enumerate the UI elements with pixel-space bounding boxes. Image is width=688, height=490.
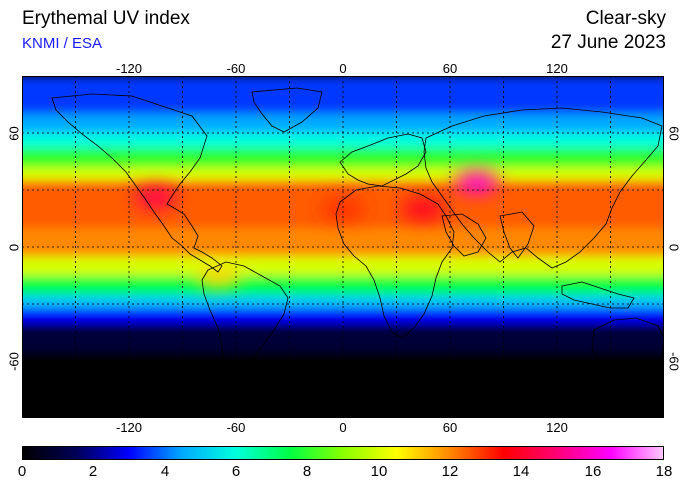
lat-tick-left: 60 [6, 126, 22, 141]
sky-condition: Clear-sky [585, 8, 666, 29]
lon-tick-bottom: 60 [442, 420, 458, 435]
coastline-north-america [51, 93, 223, 273]
coastline-europe [339, 133, 427, 187]
uv-band [22, 167, 664, 182]
colorbar-tick: 14 [512, 463, 530, 480]
uv-hotspot-tibetan-plateau [454, 171, 499, 194]
graticule [22, 76, 664, 418]
lon-tick-bottom: -120 [115, 420, 143, 435]
colorbar-gradient [22, 446, 664, 460]
colorbar-tick: 2 [88, 463, 98, 480]
colorbar-tick: 16 [584, 463, 602, 480]
coastline-arabia [441, 213, 487, 257]
colorbar-tick: 0 [17, 463, 27, 480]
lat-tick-left: 0 [6, 243, 22, 252]
colorbar [22, 446, 664, 460]
map-date: 27 June 2023 [550, 32, 666, 53]
colorbar-tick: 18 [655, 463, 673, 480]
colorbar-tick: 12 [441, 463, 459, 480]
lon-tick-top: -60 [226, 61, 246, 76]
lon-tick-top: 0 [339, 61, 347, 76]
lon-tick-bottom: 0 [339, 420, 347, 435]
uv-index-map [22, 76, 664, 418]
uv-band [22, 148, 664, 169]
coastline-south-america [201, 261, 289, 395]
map-title: Erythemal UV index [22, 8, 190, 29]
uv-hotspot-arabia [401, 198, 446, 220]
coastline-asia [423, 107, 663, 269]
colorbar-frame [22, 446, 664, 460]
colorbar-tick: 8 [302, 463, 312, 480]
lon-tick-top: -120 [115, 61, 143, 76]
colorbar-tick: 4 [160, 463, 170, 480]
lon-tick-bottom: 120 [546, 420, 568, 435]
lat-tick-right: -60 [666, 352, 682, 371]
lat-tick-right: 0 [666, 243, 682, 252]
uv-hotspot-mexican-highlands [133, 186, 178, 209]
lat-tick-right: 60 [666, 126, 682, 141]
coastline-australia [591, 317, 664, 377]
lon-tick-top: 60 [442, 61, 458, 76]
coastline-india [499, 211, 535, 259]
lon-tick-bottom: -60 [226, 420, 246, 435]
coastline-maritime-asia [561, 281, 635, 309]
uv-band [22, 275, 664, 296]
coastline-greenland [251, 87, 323, 133]
coastline-africa [335, 185, 455, 339]
lon-tick-top: 120 [546, 61, 568, 76]
map-frame [22, 76, 664, 418]
map-source: KNMI / ESA [22, 35, 103, 52]
uv-hotspot-andes [196, 264, 241, 287]
colorbar-tick: 6 [231, 463, 241, 480]
uv-band [22, 114, 664, 134]
colorbar-tick: 10 [370, 463, 388, 480]
lat-tick-left: -60 [6, 352, 22, 371]
uv-hotspot-sahara [321, 198, 365, 220]
